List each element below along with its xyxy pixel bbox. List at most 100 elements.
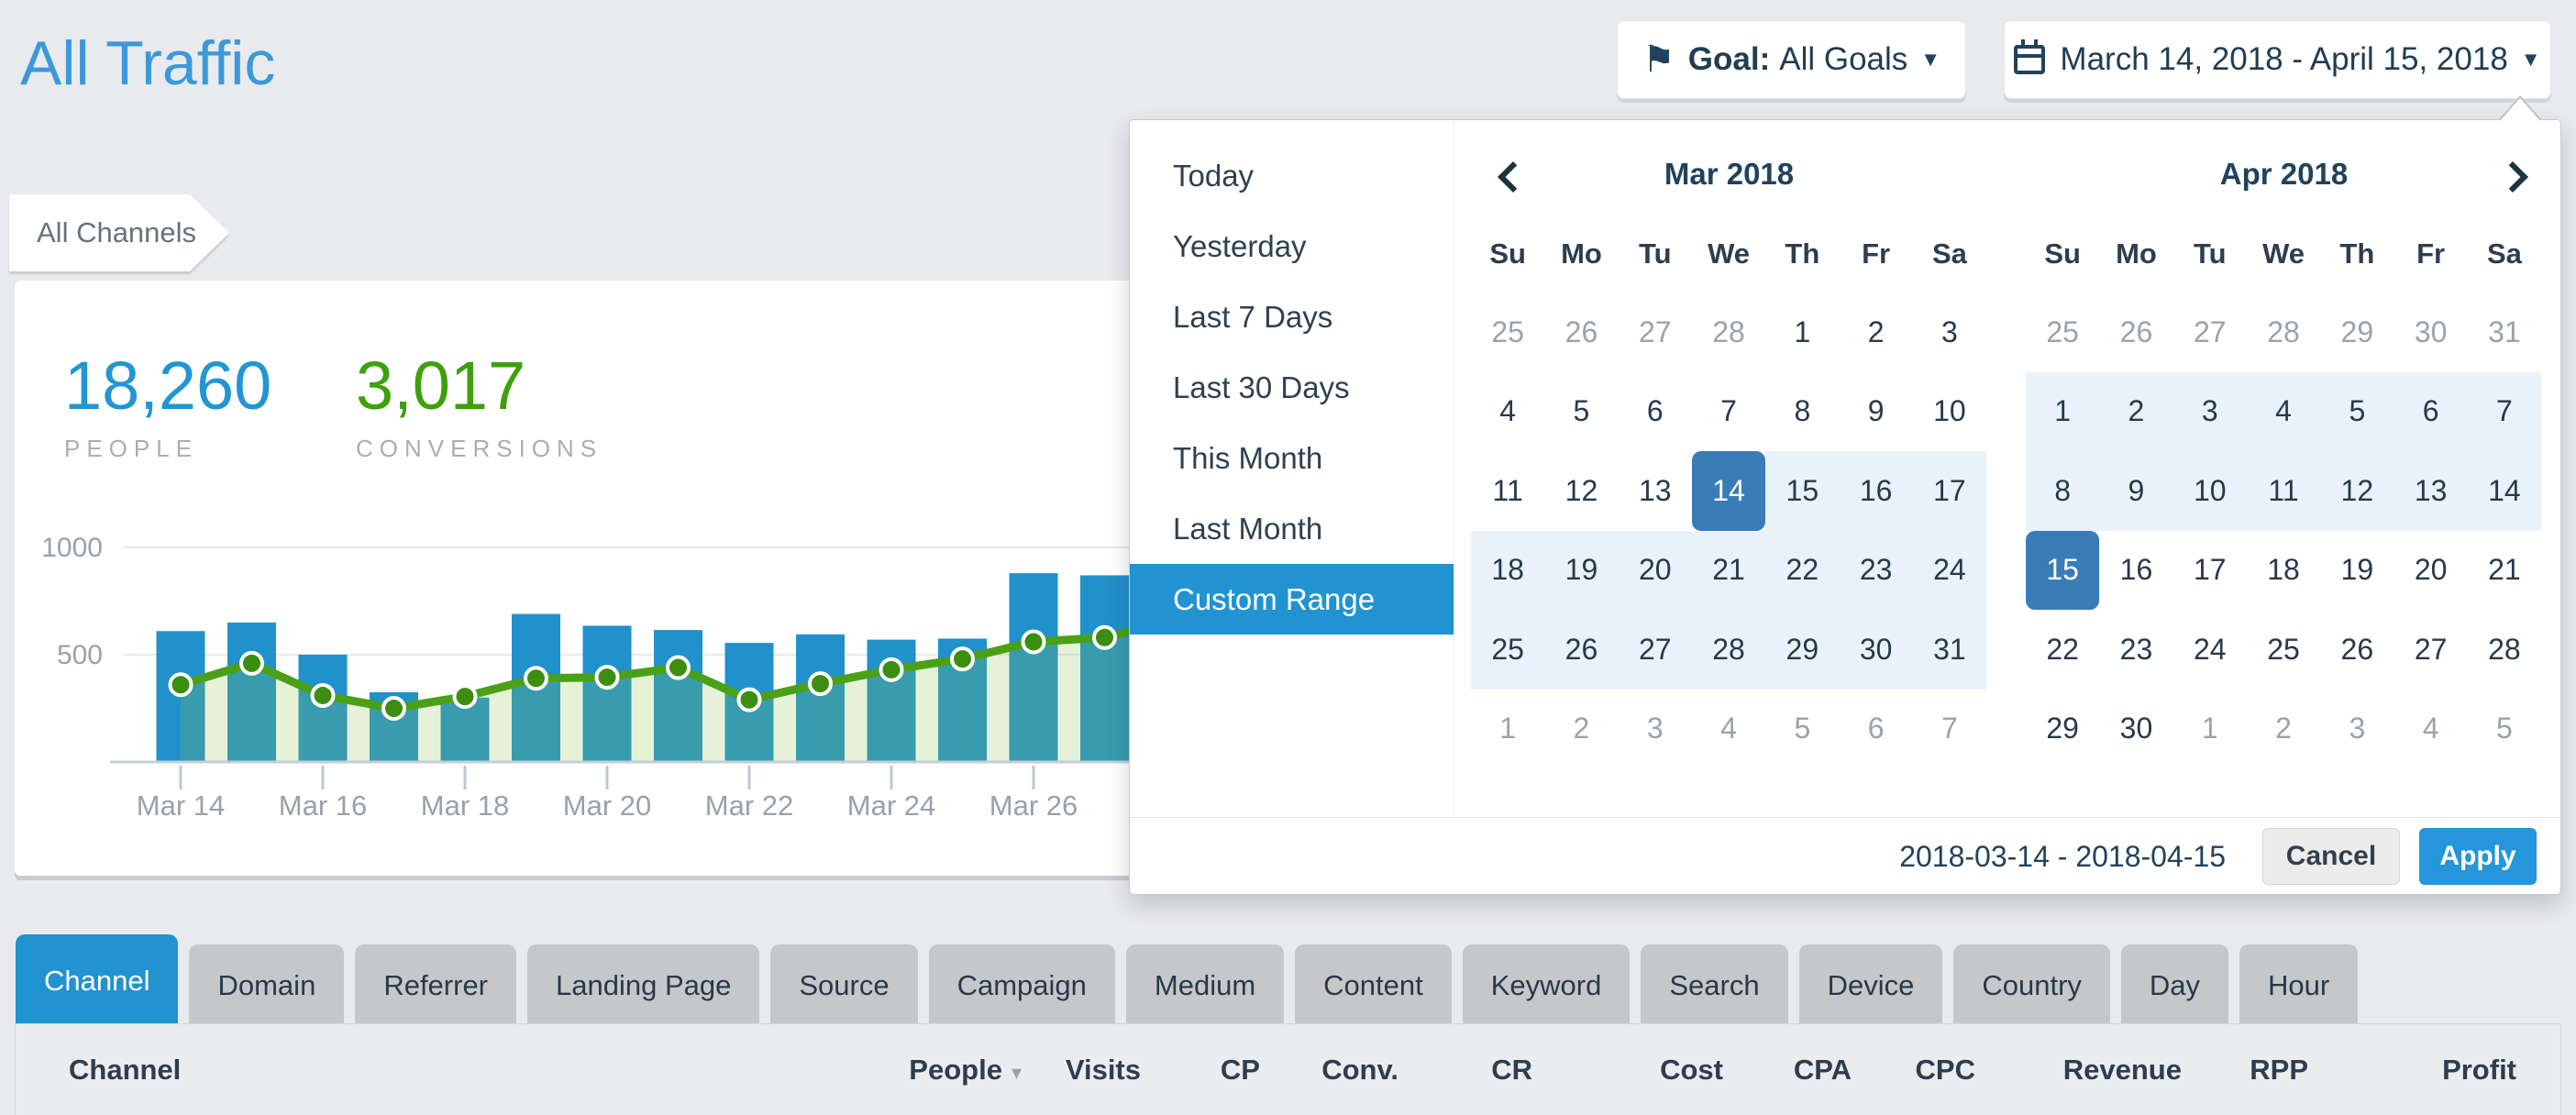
calendar-day[interactable]: 26 <box>1564 315 1598 348</box>
goal-dropdown-button[interactable]: ⚑ Goal: All Goals ▼ <box>1617 20 1966 99</box>
line-marker-mar-22[interactable] <box>736 687 762 712</box>
calendar-day[interactable]: 28 <box>2488 632 2521 666</box>
calendar-day[interactable]: 1 <box>1794 315 1811 348</box>
calendar-day[interactable]: 7 <box>2467 371 2542 451</box>
column-header-visits[interactable]: Visits <box>1022 1054 1141 1087</box>
tab-day[interactable]: Day <box>2120 944 2229 1027</box>
calendar-day[interactable]: 4 <box>2422 712 2439 745</box>
calendar-day[interactable]: 26 <box>1544 610 1619 690</box>
breadcrumb[interactable]: All Channels <box>9 194 229 271</box>
calendar-day[interactable]: 27 <box>1638 315 1672 348</box>
column-header-cpa[interactable]: CPA <box>1723 1054 1852 1087</box>
calendar-day[interactable]: 22 <box>1765 530 1840 610</box>
calendar-day[interactable]: 11 <box>2246 451 2321 531</box>
line-marker-mar-15[interactable] <box>239 650 264 676</box>
preset-item-last-month[interactable]: Last Month <box>1173 511 1323 546</box>
tab-content[interactable]: Content <box>1295 944 1452 1027</box>
calendar-day[interactable]: 23 <box>2119 632 2153 666</box>
calendar-day[interactable]: 25 <box>1491 315 1524 348</box>
preset-item-today[interactable]: Today <box>1173 158 1255 193</box>
calendar-day[interactable]: 28 <box>1691 610 1766 690</box>
column-header-people[interactable]: People ▾ <box>746 1054 1022 1087</box>
calendar-day[interactable]: 3 <box>1941 315 1958 348</box>
calendar-day[interactable]: 26 <box>2340 632 2374 666</box>
calendar-day[interactable]: 24 <box>2193 632 2227 666</box>
line-marker-mar-17[interactable] <box>381 696 406 721</box>
tab-campaign[interactable]: Campaign <box>928 944 1115 1027</box>
column-header-conv[interactable]: Conv. <box>1260 1054 1399 1087</box>
calendar-day[interactable]: 7 <box>1941 712 1958 745</box>
calendar-day-selected[interactable]: 14 <box>1691 451 1766 531</box>
line-marker-mar-24[interactable] <box>879 657 904 682</box>
calendar-day[interactable]: 2 <box>2275 712 2292 745</box>
calendar-day[interactable]: 5 <box>2320 371 2394 451</box>
bar-mar-16[interactable] <box>298 655 348 762</box>
calendar-day[interactable]: 15 <box>1765 451 1840 531</box>
calendar-day[interactable]: 4 <box>1720 712 1737 745</box>
calendar-day[interactable]: 5 <box>1573 394 1590 428</box>
calendar-day[interactable]: 22 <box>2046 632 2079 666</box>
bar-mar-21[interactable] <box>654 630 702 762</box>
calendar-day[interactable]: 30 <box>1839 610 1913 690</box>
calendar-day[interactable]: 25 <box>1471 610 1545 690</box>
calendar-day[interactable]: 13 <box>2394 451 2468 531</box>
column-header-cost[interactable]: Cost <box>1532 1054 1723 1087</box>
calendar-day[interactable]: 16 <box>1839 451 1913 531</box>
calendar-day[interactable]: 9 <box>2099 451 2173 531</box>
calendar-day[interactable]: 17 <box>2193 553 2227 587</box>
bar-mar-23[interactable] <box>796 634 845 762</box>
line-marker-mar-19[interactable] <box>524 666 548 691</box>
calendar-day[interactable]: 12 <box>1564 473 1598 507</box>
date-range-button[interactable]: March 14, 2018 - April 15, 2018 ▼ <box>2004 20 2551 99</box>
calendar-day[interactable]: 10 <box>2172 451 2247 531</box>
calendar-day[interactable]: 16 <box>2119 553 2153 587</box>
calendar-day[interactable]: 28 <box>1712 315 1745 348</box>
tab-source[interactable]: Source <box>770 944 918 1027</box>
tab-search[interactable]: Search <box>1641 944 1788 1027</box>
bar-mar-20[interactable] <box>582 625 632 762</box>
calendar-day[interactable]: 6 <box>1867 712 1885 745</box>
line-marker-mar-26[interactable] <box>1021 629 1046 655</box>
tab-device[interactable]: Device <box>1798 944 1943 1027</box>
column-header-revenue[interactable]: Revenue <box>1975 1054 2182 1087</box>
bar-mar-27[interactable] <box>1080 575 1129 762</box>
calendar-day[interactable]: 6 <box>2394 371 2468 451</box>
calendar-day[interactable]: 18 <box>1471 530 1545 610</box>
calendar-day[interactable]: 13 <box>1638 473 1672 507</box>
calendar-day[interactable]: 3 <box>1646 712 1664 745</box>
calendar-day[interactable]: 1 <box>2026 371 2100 451</box>
column-header-cp[interactable]: CP <box>1141 1054 1260 1087</box>
preset-item-this-month[interactable]: This Month <box>1173 440 1323 475</box>
line-marker-mar-27[interactable] <box>1092 624 1117 650</box>
calendar-day[interactable]: 27 <box>2414 632 2448 666</box>
line-marker-mar-23[interactable] <box>808 671 833 697</box>
calendar-day[interactable]: 14 <box>2467 451 2542 531</box>
preset-item-custom-range[interactable]: Custom Range <box>1130 564 1454 635</box>
calendar-day[interactable]: 31 <box>1912 610 1987 690</box>
tab-country[interactable]: Country <box>1953 944 2110 1027</box>
calendar-day[interactable]: 8 <box>2026 451 2100 531</box>
calendar-day[interactable]: 31 <box>2488 315 2521 348</box>
tab-domain[interactable]: Domain <box>189 944 345 1027</box>
calendar-day[interactable]: 27 <box>2193 315 2227 348</box>
calendar-day-selected[interactable]: 15 <box>2026 530 2100 610</box>
line-marker-mar-18[interactable] <box>452 684 478 710</box>
calendar-day[interactable]: 9 <box>1867 394 1885 428</box>
tab-referrer[interactable]: Referrer <box>355 944 517 1027</box>
tab-keyword[interactable]: Keyword <box>1462 944 1631 1027</box>
calendar-day[interactable]: 3 <box>2349 712 2366 745</box>
calendar-day[interactable]: 7 <box>1720 394 1737 428</box>
calendar-day[interactable]: 10 <box>1933 394 1966 428</box>
calendar-day[interactable]: 4 <box>2246 371 2321 451</box>
calendar-day[interactable]: 20 <box>2414 553 2448 587</box>
calendar-day[interactable]: 2 <box>1573 712 1590 745</box>
calendar-day[interactable]: 5 <box>1794 712 1811 745</box>
preset-item-last-30-days[interactable]: Last 30 Days <box>1173 370 1350 404</box>
column-header-channel[interactable]: Channel <box>16 1054 746 1087</box>
calendar-day[interactable]: 2 <box>2099 371 2173 451</box>
calendar-day[interactable]: 30 <box>2119 712 2153 745</box>
bar-mar-15[interactable] <box>227 622 276 762</box>
calendar-day[interactable]: 18 <box>2267 553 2300 587</box>
calendar-day[interactable]: 21 <box>1691 530 1766 610</box>
calendar-day[interactable]: 29 <box>2340 315 2374 348</box>
